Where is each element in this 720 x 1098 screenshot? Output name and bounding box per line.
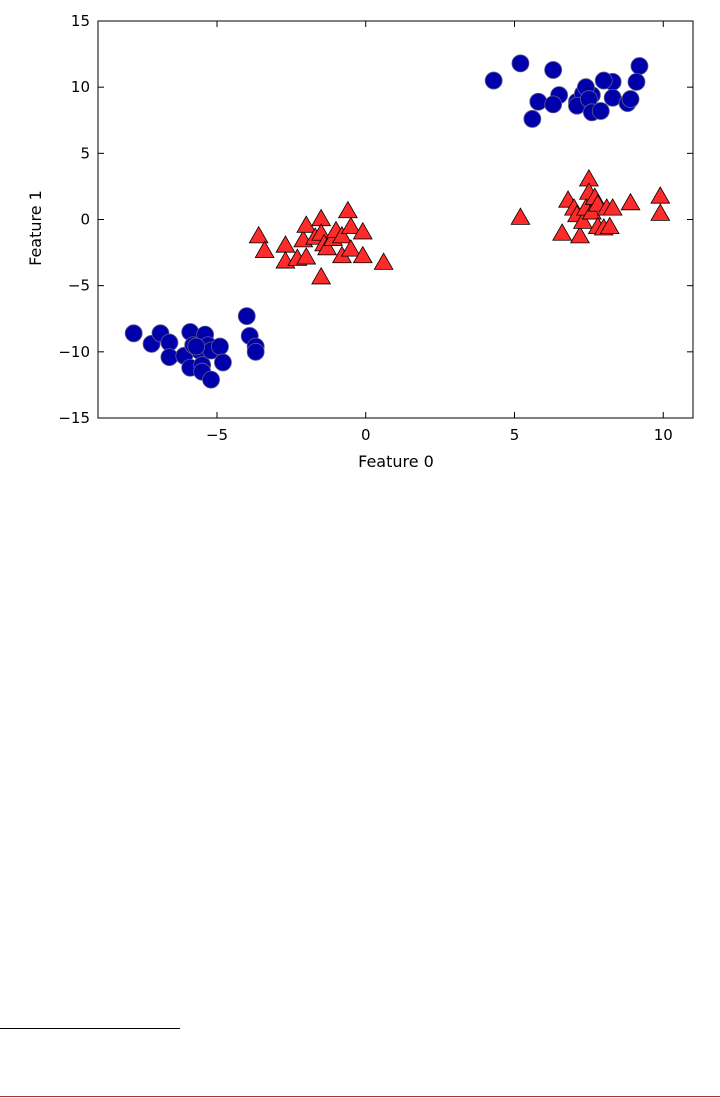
data-points: [124, 54, 671, 389]
triangle-point: [317, 237, 338, 256]
circle-point: [246, 342, 265, 361]
triangle-point: [331, 225, 352, 244]
triangle-point: [337, 200, 358, 219]
triangle-point: [340, 239, 361, 257]
triangle-point: [569, 225, 590, 244]
x-tick-label: 10: [654, 426, 673, 444]
circle-point: [211, 337, 229, 356]
y-axis-label: Feature 1: [26, 190, 45, 266]
x-axis-label: Feature 0: [358, 452, 434, 471]
y-tick-label: 5: [80, 144, 90, 162]
tick-labels: −5 0 5 10 −15 −10 −5 0 5 10 15: [58, 12, 672, 444]
triangle-point: [311, 266, 332, 285]
circle-point: [627, 72, 646, 91]
triangle-point: [373, 252, 394, 270]
circle-point: [523, 110, 542, 128]
circle-point: [591, 102, 610, 120]
page-bottom-rule: [0, 1096, 720, 1097]
x-tick-label: 5: [510, 426, 520, 444]
triangle-point: [248, 225, 269, 244]
circle-point: [621, 90, 640, 108]
y-tick-label: 10: [71, 78, 90, 96]
circle-point: [544, 95, 563, 114]
triangle-point: [275, 235, 296, 253]
triangle-point: [254, 240, 275, 258]
x-tick-label: −5: [206, 426, 228, 444]
circle-point: [594, 71, 613, 90]
triangle-point: [572, 211, 593, 229]
triangle-point: [552, 223, 573, 241]
scatter-chart: −5 0 5 10 −15 −10 −5 0 5 10 15 Feature 0 Feature 1: [26, 12, 694, 471]
triangle-point: [510, 207, 531, 225]
triangle-point: [620, 192, 641, 211]
circle-point: [544, 61, 563, 79]
y-tick-label: −10: [58, 343, 90, 361]
triangle-point: [340, 216, 361, 235]
circle-point: [630, 57, 649, 75]
circle-point: [511, 54, 530, 73]
triangle-point: [296, 215, 317, 233]
circle-point: [484, 71, 503, 90]
triangle-point: [602, 198, 623, 216]
y-tick-label: −15: [58, 409, 90, 427]
circle-point: [214, 353, 232, 372]
y-tick-label: 15: [71, 12, 90, 30]
plot-frame: [97, 20, 694, 419]
circle-point: [202, 370, 220, 389]
x-tick-label: 0: [361, 426, 371, 444]
y-tick-label: 0: [80, 211, 90, 229]
y-tick-label: −5: [68, 277, 90, 295]
circle-point: [237, 307, 256, 326]
circle-point: [124, 324, 143, 343]
circle-point: [529, 92, 548, 111]
triangle-point: [352, 221, 373, 240]
triangle-point: [352, 245, 373, 264]
footnote-rule: [0, 1028, 180, 1029]
circle-point: [603, 88, 622, 107]
triangle-point: [296, 247, 317, 265]
triangle-point: [599, 216, 620, 235]
triangle-point: [650, 203, 671, 221]
circle-point: [160, 348, 179, 367]
triangle-point: [650, 186, 671, 204]
circle-point: [187, 337, 206, 356]
